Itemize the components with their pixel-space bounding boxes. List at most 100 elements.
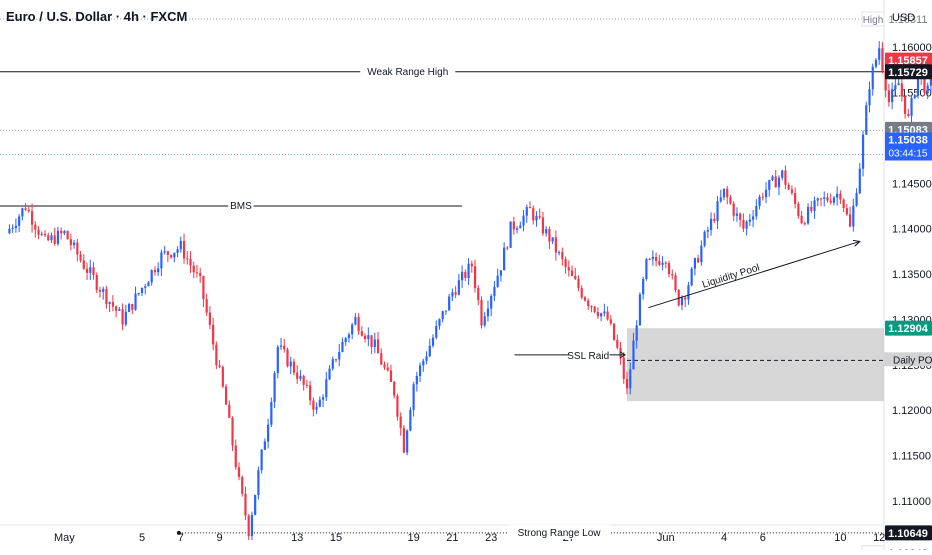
candle-body xyxy=(872,67,874,90)
candle-body xyxy=(513,221,515,229)
candle-body xyxy=(31,211,33,224)
poi-price-label: 1.12904 xyxy=(888,323,929,335)
candle-body xyxy=(92,267,94,275)
candle-body xyxy=(183,241,185,258)
candle-body xyxy=(89,267,91,273)
candle-body xyxy=(729,197,731,203)
candle-body xyxy=(746,222,748,229)
candle-body xyxy=(280,346,282,347)
candle-body xyxy=(167,251,169,255)
candle-body xyxy=(105,289,107,304)
candle-body xyxy=(645,259,647,279)
candle-body xyxy=(878,48,880,60)
weak-range-high-price-label: 1.15729 xyxy=(888,67,928,79)
candle-body xyxy=(836,194,838,198)
candle-body xyxy=(778,178,780,188)
candle-body xyxy=(390,370,392,381)
candle-body xyxy=(891,89,893,102)
candle-body xyxy=(196,272,198,273)
candle-body xyxy=(839,194,841,200)
candle-body xyxy=(244,494,246,516)
candle-body xyxy=(843,200,845,209)
candle-body xyxy=(768,180,770,190)
candle-body xyxy=(202,276,204,299)
candle-body xyxy=(529,207,531,208)
candle-body xyxy=(723,189,725,198)
candle-body xyxy=(736,214,738,216)
candle-body xyxy=(173,253,175,258)
candle-body xyxy=(393,382,395,396)
candle-body xyxy=(480,300,482,325)
candle-body xyxy=(432,338,434,346)
candle-body xyxy=(406,431,408,453)
candle-body xyxy=(206,299,208,312)
time-tick-label: 15 xyxy=(330,532,342,544)
candle-body xyxy=(96,275,98,290)
candle-body xyxy=(370,335,372,347)
price-tick-label: 1.11500 xyxy=(892,451,931,463)
candle-body xyxy=(623,358,625,379)
candle-body xyxy=(122,309,124,324)
bms-label: BMS xyxy=(230,201,252,212)
candle-body xyxy=(193,266,195,273)
candle-body xyxy=(461,272,463,280)
candle-body xyxy=(477,288,479,300)
candle-body xyxy=(584,297,586,300)
candle-body xyxy=(21,208,23,216)
candle-body xyxy=(577,279,579,288)
candle-body xyxy=(458,280,460,294)
candle-body xyxy=(632,341,634,370)
candle-body xyxy=(552,237,554,241)
candle-body xyxy=(564,259,566,267)
candle-body xyxy=(535,216,537,221)
candle-body xyxy=(674,275,676,290)
candle-body xyxy=(341,342,343,352)
currency-label[interactable]: USD xyxy=(892,12,915,24)
candle-body xyxy=(170,255,172,258)
candle-body xyxy=(325,379,327,397)
candle-body xyxy=(574,276,576,279)
candle-body xyxy=(138,293,140,294)
current-price-label: 1.15038 xyxy=(888,135,928,147)
candle-body xyxy=(219,365,221,366)
candle-body xyxy=(248,516,250,537)
candle-body xyxy=(134,293,136,309)
candle-body xyxy=(707,230,709,232)
candle-body xyxy=(497,276,499,287)
candle-body xyxy=(306,385,308,386)
candle-body xyxy=(186,258,188,259)
time-tick-label: 12 xyxy=(873,532,885,544)
candle-body xyxy=(277,347,279,373)
candle-body xyxy=(661,263,663,265)
candle-body xyxy=(118,309,120,311)
countdown-label: 03:44:15 xyxy=(889,149,928,160)
candle-body xyxy=(532,208,534,220)
candle-body xyxy=(510,221,512,247)
candle-body xyxy=(86,269,88,273)
candle-body xyxy=(907,114,909,116)
candle-body xyxy=(60,231,62,234)
candle-body xyxy=(267,425,269,442)
candle-body xyxy=(636,325,638,340)
candle-body xyxy=(587,301,589,307)
candle-body xyxy=(471,264,473,267)
candle-body xyxy=(109,302,111,304)
candle-body xyxy=(76,243,78,255)
candle-body xyxy=(303,376,305,385)
candle-body xyxy=(332,359,334,368)
candle-body xyxy=(102,289,104,292)
candle-body xyxy=(15,226,17,228)
candle-body xyxy=(293,362,295,373)
candle-body xyxy=(788,185,790,190)
time-tick-label: 9 xyxy=(217,532,223,544)
candle-body xyxy=(419,365,421,376)
candle-body xyxy=(539,216,541,217)
candle-body xyxy=(474,266,476,288)
candle-body xyxy=(154,270,156,272)
candle-body xyxy=(328,369,330,380)
candle-body xyxy=(927,86,929,93)
candle-body xyxy=(687,285,689,299)
candle-body xyxy=(681,298,683,306)
